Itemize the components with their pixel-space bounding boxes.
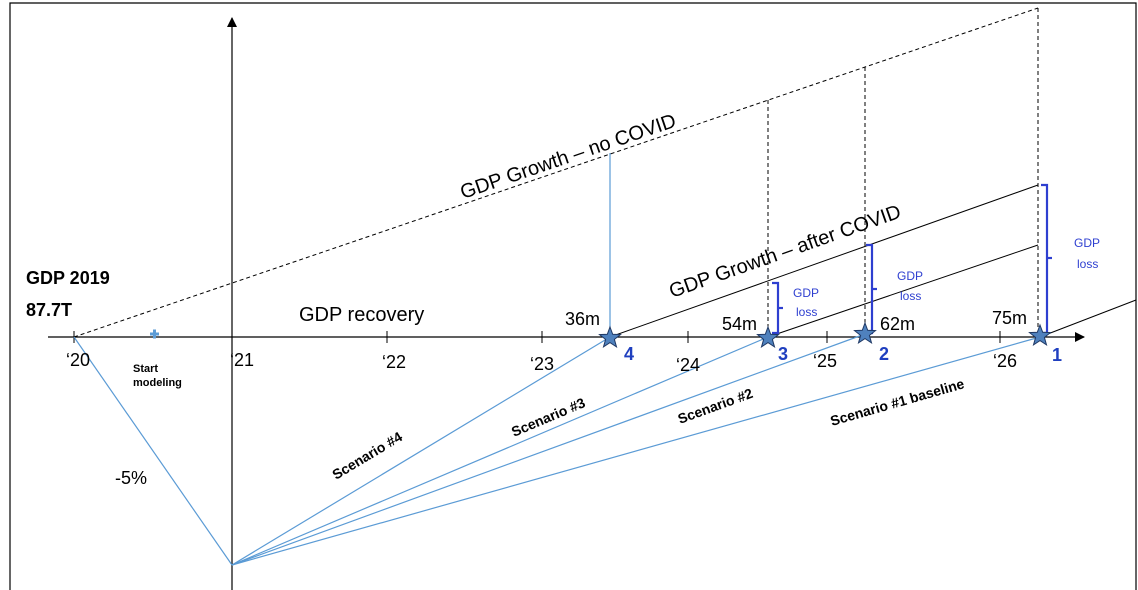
- gdp-loss-label-3-line2: loss: [796, 305, 817, 319]
- dip-label: -5%: [115, 468, 147, 488]
- year-label-23: ‘23: [530, 354, 554, 374]
- months-label-3: 54m: [722, 314, 757, 334]
- star-icon-scenario-3: [756, 325, 780, 349]
- gdp-loss-label-3-line1: GDP: [793, 286, 819, 300]
- gdp-base-label-line1: GDP 2019: [26, 268, 110, 288]
- scenario-number-1: 1: [1052, 345, 1062, 365]
- growth-after-covid-label: GDP Growth – after COVID: [666, 201, 904, 303]
- scenario-label-4: Scenario #4: [329, 428, 405, 482]
- year-label-20: ‘20: [66, 350, 90, 370]
- months-label-1: 75m: [992, 308, 1027, 328]
- gdp-loss-label-2-line1: GDP: [897, 269, 923, 283]
- year-label-24: ‘24: [676, 355, 700, 375]
- scenario-number-2: 2: [879, 344, 889, 364]
- gdp-loss-label-1-line1: GDP: [1074, 236, 1100, 250]
- star-icon-scenario-2: [853, 321, 877, 345]
- star-icons: [598, 321, 1052, 349]
- star-icon-scenario-1: [1028, 323, 1052, 347]
- gdp-loss-bracket-2: [866, 243, 874, 335]
- gdp-loss-label-1-line2: loss: [1077, 257, 1098, 271]
- scenario-number-3: 3: [778, 344, 788, 364]
- gdp-loss-label-2-line2: loss: [900, 289, 921, 303]
- plus-marker-icon: [150, 329, 159, 339]
- growth-no-covid-line: [73, 7, 1039, 338]
- start-modeling-line2: modeling: [133, 377, 182, 389]
- frame: [9, 2, 1137, 590]
- recovery-label: GDP recovery: [299, 304, 424, 326]
- growth-no-covid-label: GDP Growth – no COVID: [458, 110, 679, 204]
- year-label-26: ‘26: [993, 351, 1017, 371]
- star-icon-scenario-4: [598, 325, 622, 349]
- gdp-loss-bracket-3: [772, 281, 780, 335]
- scenario-number-4: 4: [624, 344, 634, 364]
- x-axis-ticks: [73, 331, 1001, 343]
- gdp-loss-bracket-1: [1041, 183, 1049, 335]
- months-label-4: 36m: [565, 309, 600, 329]
- months-label-2: 62m: [880, 314, 915, 334]
- scenario-label-1: Scenario #1 baseline: [828, 375, 966, 429]
- year-label-22: ‘22: [382, 352, 406, 372]
- growth-after-covid-lines: [609, 184, 1137, 338]
- year-label-21: ‘21: [230, 350, 254, 370]
- year-label-25: ‘25: [813, 351, 837, 371]
- gdp-base-label-line2: 87.7T: [26, 300, 72, 320]
- scenario-lines: [73, 333, 1041, 566]
- start-modeling-line1: Start: [133, 363, 158, 375]
- vertical-guides: [767, 8, 1039, 338]
- scenario-label-3: Scenario #3: [509, 394, 588, 440]
